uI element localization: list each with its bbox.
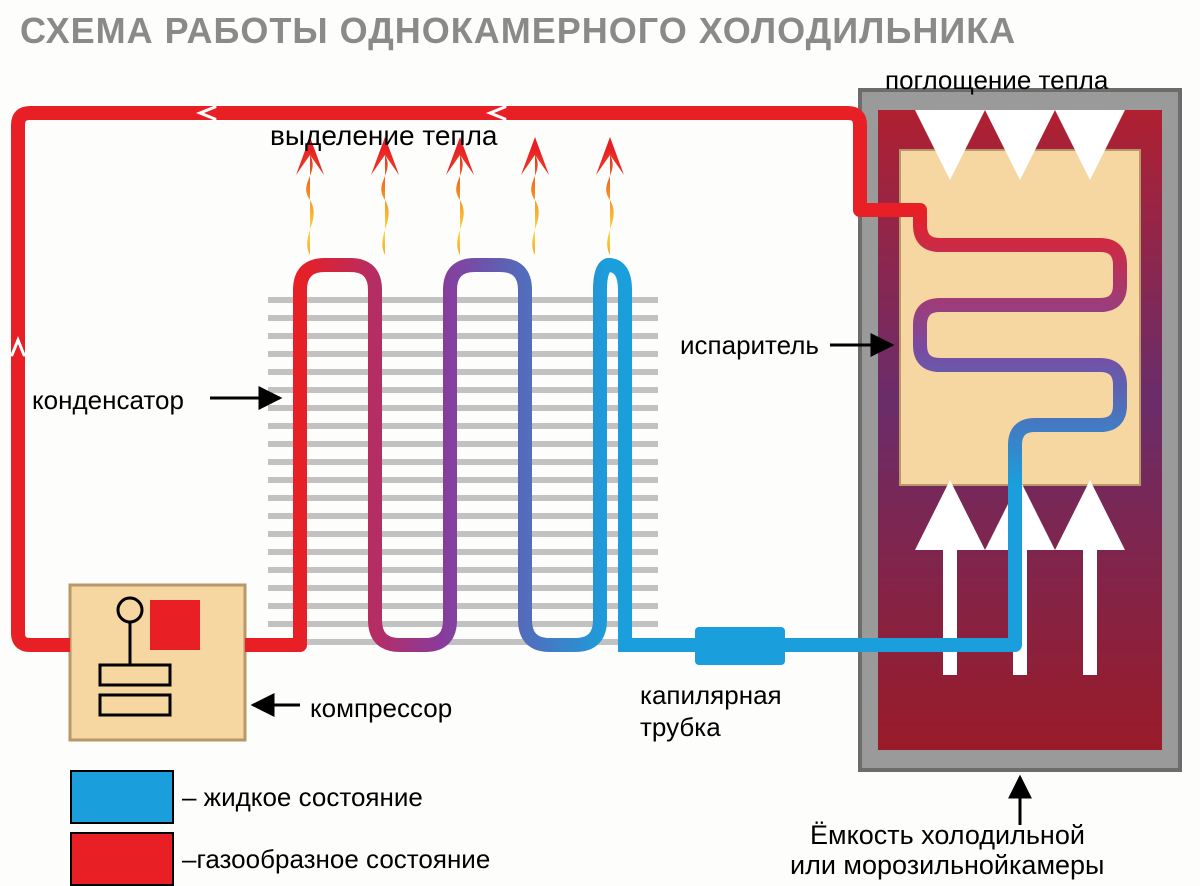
legend-gas-swatch <box>70 832 174 886</box>
diagram-title: СХЕМА РАБОТЫ ОДНОКАМЕРНОГО ХОЛОДИЛЬНИКА <box>20 10 1016 52</box>
capillary-label-1: капилярная <box>640 680 782 711</box>
heat-release-label: выделение тепла <box>270 120 498 152</box>
legend-liquid-swatch <box>70 770 174 824</box>
diagram-stage <box>0 55 1200 866</box>
capillary-label-2: трубка <box>640 712 721 743</box>
hot-pipe <box>18 113 905 645</box>
chamber-label-a: Ёмкость холодильной <box>810 820 1085 851</box>
compressor <box>70 585 245 740</box>
condenser-label: конденсатор <box>32 385 184 416</box>
capillary-filter <box>695 627 785 665</box>
heat-release-flames <box>296 137 624 255</box>
compressor-label: компрессор <box>310 693 452 724</box>
legend-liquid-text: – жидкое состояние <box>182 782 423 813</box>
legend-gas-text: –газообразное состояние <box>182 844 490 875</box>
evaporator-label: испаритель <box>680 330 819 361</box>
heat-absorb-label: поглощение тепла <box>885 65 1108 96</box>
